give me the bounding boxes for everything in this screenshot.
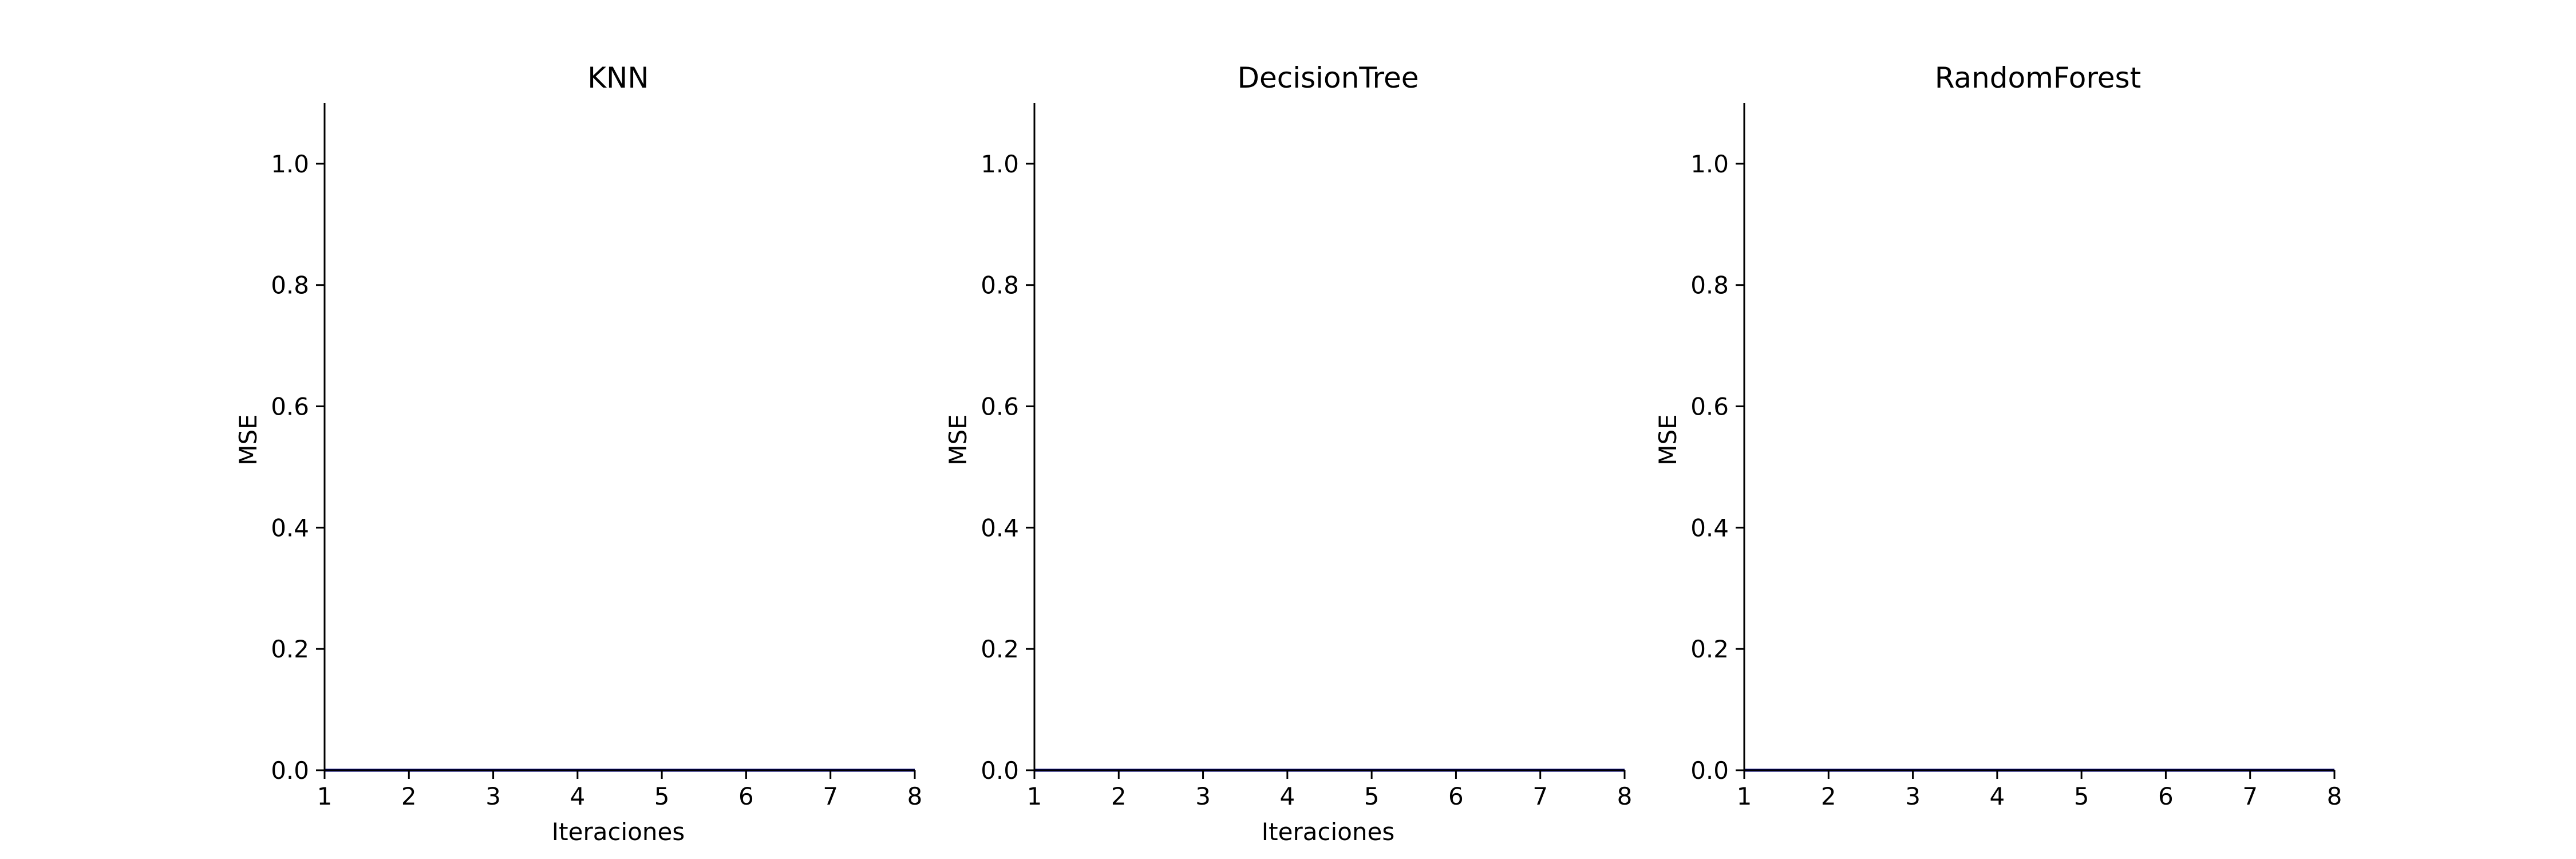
plot-area: 1 2 3 4 5 6 7 8 0.0 0.2 0.4 0.6 0.8 1.0: [981, 103, 1632, 810]
x-tick-label: 7: [1532, 782, 1548, 810]
plot-area: 1 2 3 4 5 6 7 8 0.0 0.2 0.4 0.6 0.8 1.0: [271, 103, 922, 810]
x-tick-label: 5: [654, 782, 670, 810]
x-tick-label: 3: [1905, 782, 1921, 810]
y-tick-label: 0.6: [1690, 393, 1729, 421]
x-tick-label: 2: [1821, 782, 1836, 810]
x-tick-label: 1: [317, 782, 333, 810]
y-tick-label: 0.4: [271, 514, 309, 542]
y-tick-label: 1.0: [1690, 150, 1729, 178]
subplot-knn: KNN MSE Iteraciones 1 2 3 4 5 6 7 8 0.0 0.2 0.4 0.6…: [234, 61, 922, 846]
y-tick-label: 1.0: [981, 150, 1019, 178]
x-tick-label: 1: [1027, 782, 1042, 810]
subplot-title: DecisionTree: [1237, 61, 1419, 94]
x-tick-label: 6: [738, 782, 754, 810]
x-tick-label: 4: [1279, 782, 1295, 810]
plot-area: 1 2 3 4 5 6 7 8 0.0 0.2 0.4 0.6 0.8 1.0: [1690, 103, 2342, 810]
y-tick-label: 0.2: [271, 635, 309, 663]
y-tick-label: 0.8: [981, 271, 1019, 300]
x-tick-label: 3: [1195, 782, 1211, 810]
x-tick-label: 3: [485, 782, 501, 810]
y-tick-label: 0.0: [271, 756, 309, 785]
y-tick-label: 1.0: [271, 150, 309, 178]
x-tick-label: 7: [823, 782, 838, 810]
y-tick-label: 0.2: [981, 635, 1019, 663]
subplot-decisiontree: DecisionTree MSE Iteraciones 1 2 3 4 5 6 7 8 0.0…: [944, 61, 1632, 846]
x-tick-label: 6: [2158, 782, 2174, 810]
x-tick-label: 2: [401, 782, 417, 810]
x-tick-label: 4: [570, 782, 585, 810]
x-tick-label: 5: [2074, 782, 2089, 810]
y-tick-label: 0.0: [981, 756, 1019, 785]
x-tick-label: 1: [1737, 782, 1752, 810]
x-axis-label: Iteraciones: [1262, 818, 1395, 846]
subplot-title: KNN: [587, 61, 649, 94]
y-tick-label: 0.2: [1690, 635, 1729, 663]
subplot-title: RandomForest: [1935, 61, 2141, 94]
x-tick-label: 4: [1989, 782, 2005, 810]
x-tick-label: 8: [1617, 782, 1633, 810]
y-tick-label: 0.4: [981, 514, 1019, 542]
x-tick-label: 8: [907, 782, 923, 810]
y-tick-label: 0.4: [1690, 514, 1729, 542]
y-axis-label: MSE: [1654, 414, 1682, 465]
subplot-randomforest: RandomForest MSE 1 2 3 4 5 6 7 8 0.0 0.2 0.4 0.6 0.8…: [1654, 61, 2342, 810]
y-axis-label: MSE: [944, 414, 972, 465]
y-tick-label: 0.6: [271, 393, 309, 421]
y-tick-label: 0.0: [1690, 756, 1729, 785]
y-axis-label: MSE: [234, 414, 262, 465]
y-tick-label: 0.8: [271, 271, 309, 300]
y-tick-label: 0.8: [1690, 271, 1729, 300]
x-axis-label: Iteraciones: [552, 818, 685, 846]
x-tick-label: 5: [1364, 782, 1380, 810]
x-tick-label: 6: [1448, 782, 1464, 810]
x-tick-label: 8: [2327, 782, 2342, 810]
x-tick-label: 7: [2242, 782, 2258, 810]
y-tick-label: 0.6: [981, 393, 1019, 421]
x-tick-label: 2: [1111, 782, 1127, 810]
